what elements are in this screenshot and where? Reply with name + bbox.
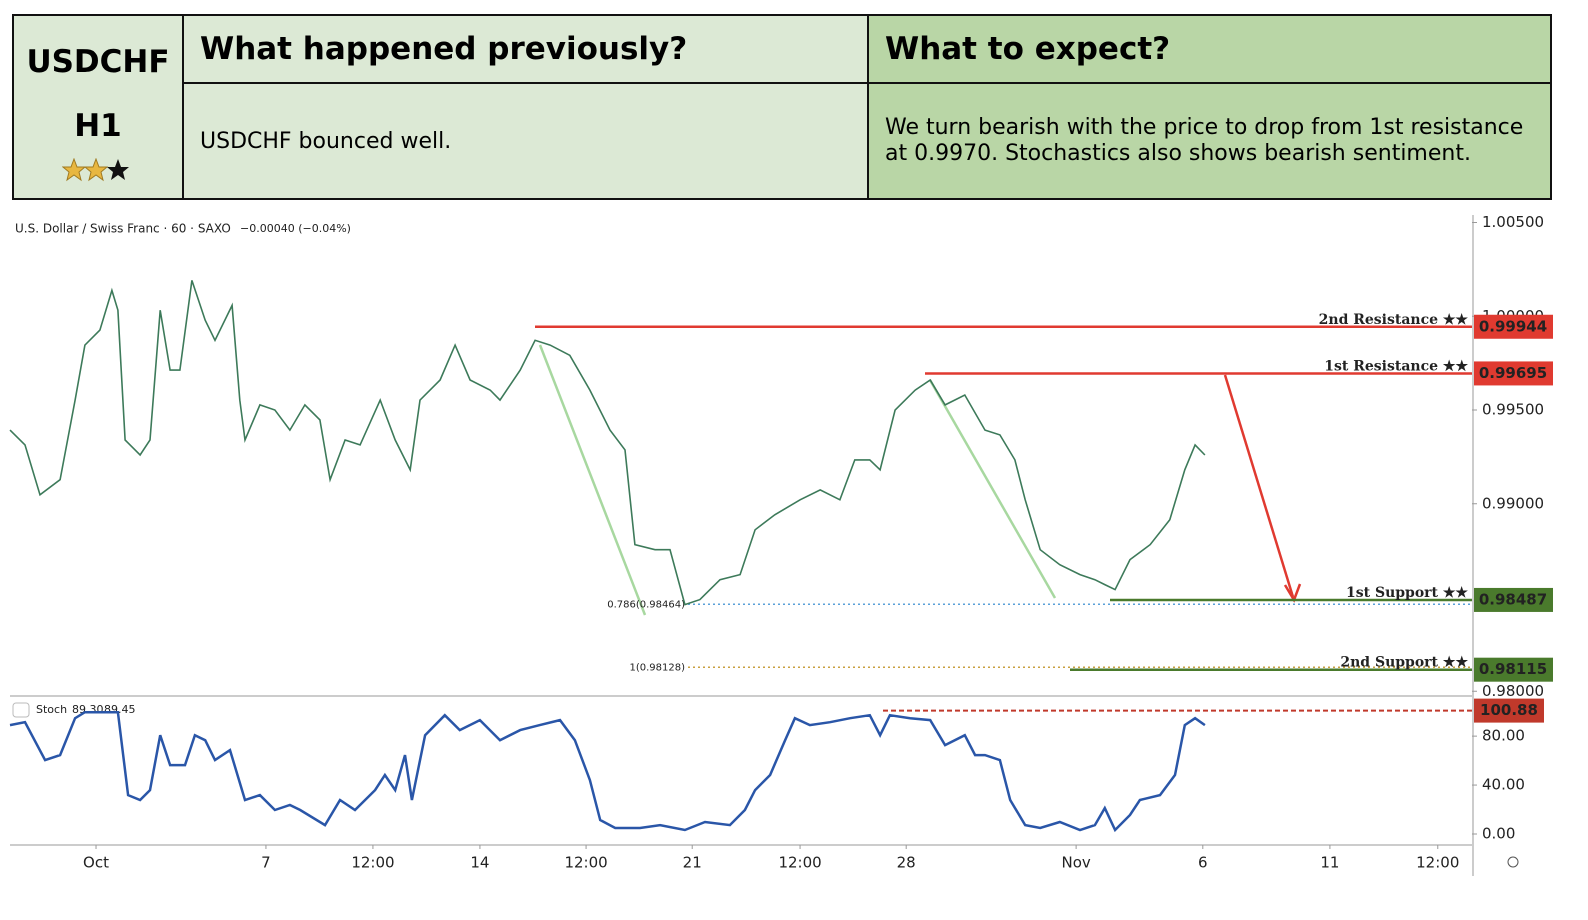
y-tick-label: 80.00 xyxy=(1482,727,1525,745)
series-line xyxy=(9,280,1206,606)
level-box xyxy=(1474,698,1544,723)
y-tick-label: 0.00 xyxy=(1482,824,1515,842)
arrow xyxy=(538,344,647,616)
y-tick-label: 40.00 xyxy=(1482,776,1525,794)
level-value: 0.98115 xyxy=(1479,660,1547,678)
x-tick-label: 14 xyxy=(470,854,489,872)
chart-title: U.S. Dollar / Swiss Franc · 60 · SAXO xyxy=(15,222,231,236)
x-tick-label: 11 xyxy=(1320,854,1339,872)
col1-title: What happened previously? xyxy=(184,16,869,84)
x-tick-label: 12:00 xyxy=(1416,854,1459,872)
x-tick-label: 12:00 xyxy=(564,854,607,872)
x-tick-label: Nov xyxy=(1061,854,1090,872)
chart-subtitle: −0.00040 (−0.04%) xyxy=(240,222,351,235)
rating-stars xyxy=(62,158,129,182)
chart-title: Stoch xyxy=(36,703,67,716)
collapse-button[interactable] xyxy=(12,702,30,718)
level-value: 100.88 xyxy=(1480,701,1538,719)
level-value: 0.99695 xyxy=(1479,364,1547,382)
legend-value: 89.30 xyxy=(72,703,104,716)
x-tick-label: 6 xyxy=(1198,854,1208,872)
level-box xyxy=(1474,314,1553,339)
level-box xyxy=(1474,657,1553,682)
header-table: USDCHF H1 What happened previously? What… xyxy=(12,14,1552,200)
series-line xyxy=(9,710,1206,833)
level-name: 2nd Resistance ★★ xyxy=(1319,312,1469,328)
col1-text: USDCHF bounced well. xyxy=(184,84,869,198)
arrow xyxy=(928,379,1057,599)
y-tick-label: 0.98000 xyxy=(1482,682,1544,700)
symbol-cell: USDCHF H1 xyxy=(14,16,184,198)
y-tick-label: 0.99500 xyxy=(1482,401,1544,419)
x-tick-label: 7 xyxy=(261,854,271,872)
timeframe: H1 xyxy=(74,108,122,144)
x-tick-label: 12:00 xyxy=(778,854,821,872)
level-name: 1st Support ★★ xyxy=(1346,585,1468,601)
fib-label: 0.786(0.98464) xyxy=(607,599,685,610)
level-box xyxy=(1474,361,1553,386)
arrow xyxy=(1223,374,1295,598)
level-value: 0.99944 xyxy=(1479,317,1547,335)
x-tick-label: 12:00 xyxy=(351,854,394,872)
x-tick-label: Oct xyxy=(83,854,109,872)
col2-title: What to expect? xyxy=(869,16,1550,84)
x-tick-label: 21 xyxy=(683,854,702,872)
settings-icon[interactable] xyxy=(1507,856,1519,868)
legend-value: 89.45 xyxy=(104,703,136,716)
y-tick-label: 1.00500 xyxy=(1482,213,1544,231)
y-tick-label: 0.99000 xyxy=(1482,494,1544,512)
fib-label: 1(0.98128) xyxy=(629,662,685,673)
x-tick-label: 28 xyxy=(897,854,916,872)
symbol: USDCHF xyxy=(26,44,170,80)
level-name: 1st Resistance ★★ xyxy=(1324,358,1468,374)
level-value: 0.98487 xyxy=(1479,590,1547,608)
level-name: 2nd Support ★★ xyxy=(1340,655,1468,671)
level-box xyxy=(1474,587,1553,612)
col2-text: We turn bearish with the price to drop f… xyxy=(869,84,1550,198)
